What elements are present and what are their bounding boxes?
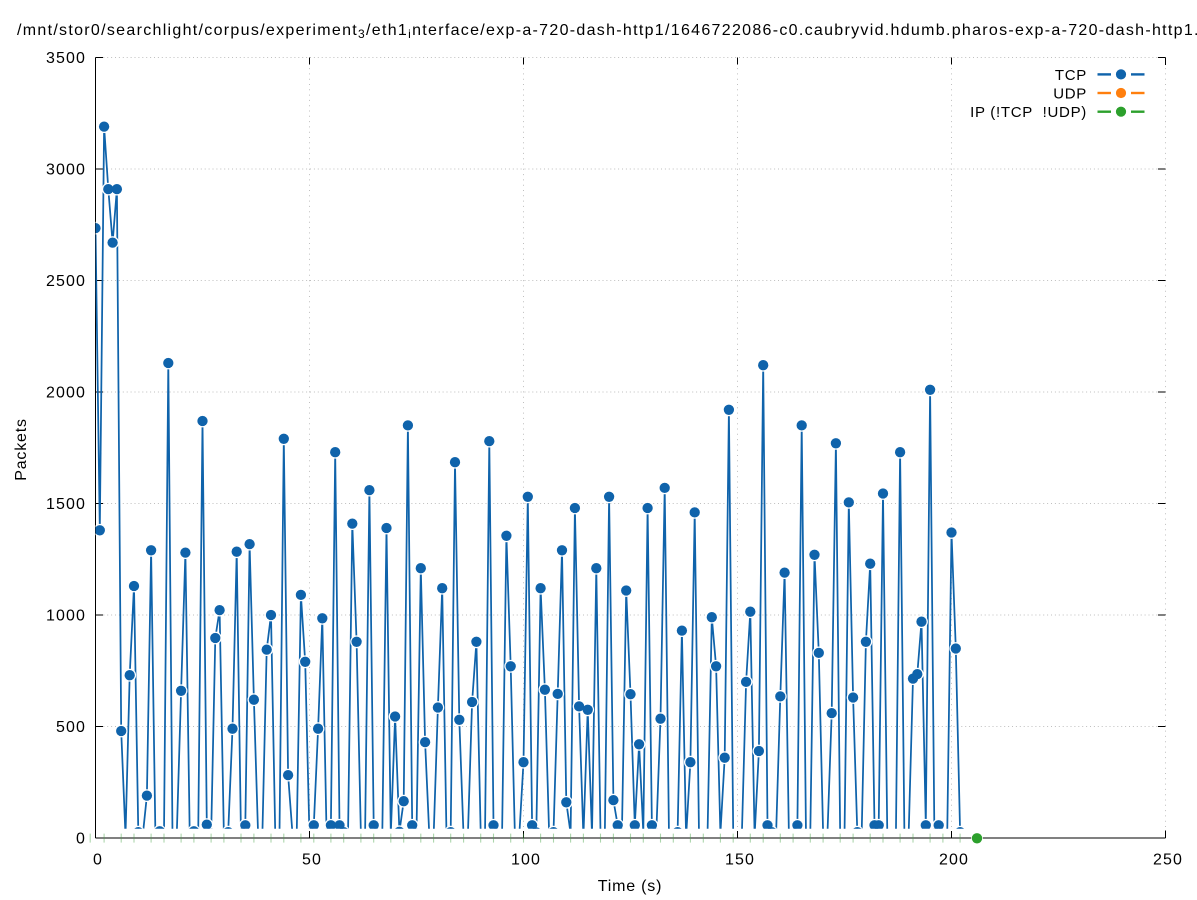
svg-text:50: 50: [302, 852, 322, 869]
svg-text:250: 250: [1153, 852, 1183, 869]
svg-text:/mnt/stor0/searchlight/corpus/: /mnt/stor0/searchlight/corpus/experiment…: [17, 22, 1197, 41]
svg-text:Time (s): Time (s): [598, 878, 662, 895]
svg-text:0: 0: [93, 852, 103, 869]
svg-text:100: 100: [511, 852, 541, 869]
svg-text:2000: 2000: [46, 385, 86, 402]
svg-text:200: 200: [939, 852, 969, 869]
svg-text:0: 0: [76, 831, 86, 848]
svg-text:1500: 1500: [46, 496, 86, 513]
svg-text:150: 150: [725, 852, 755, 869]
svg-text:IP (!TCP !UDP): IP (!TCP !UDP): [970, 104, 1087, 121]
svg-text:TCP: TCP: [1055, 67, 1087, 84]
svg-text:UDP: UDP: [1053, 86, 1087, 103]
svg-text:500: 500: [56, 719, 86, 736]
svg-text:3000: 3000: [46, 162, 86, 179]
svg-text:1000: 1000: [46, 608, 86, 625]
svg-text:2500: 2500: [46, 273, 86, 290]
svg-text:3500: 3500: [46, 50, 86, 67]
svg-text:Packets: Packets: [13, 418, 30, 481]
